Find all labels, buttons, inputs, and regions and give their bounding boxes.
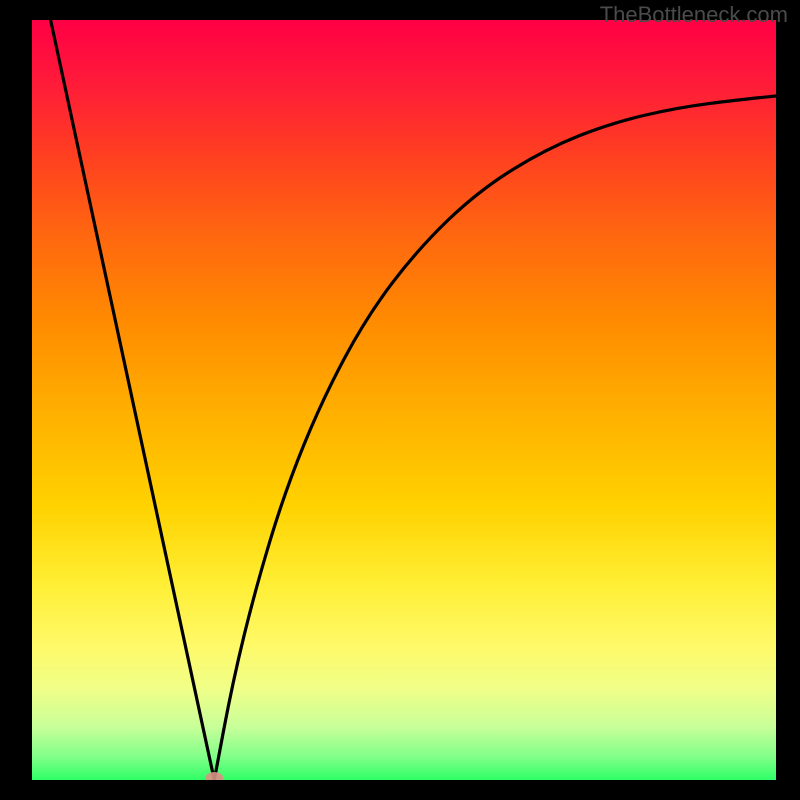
- chart-stage: TheBottleneck.com: [0, 0, 800, 800]
- gradient-background: [32, 20, 776, 780]
- watermark-text: TheBottleneck.com: [600, 2, 788, 28]
